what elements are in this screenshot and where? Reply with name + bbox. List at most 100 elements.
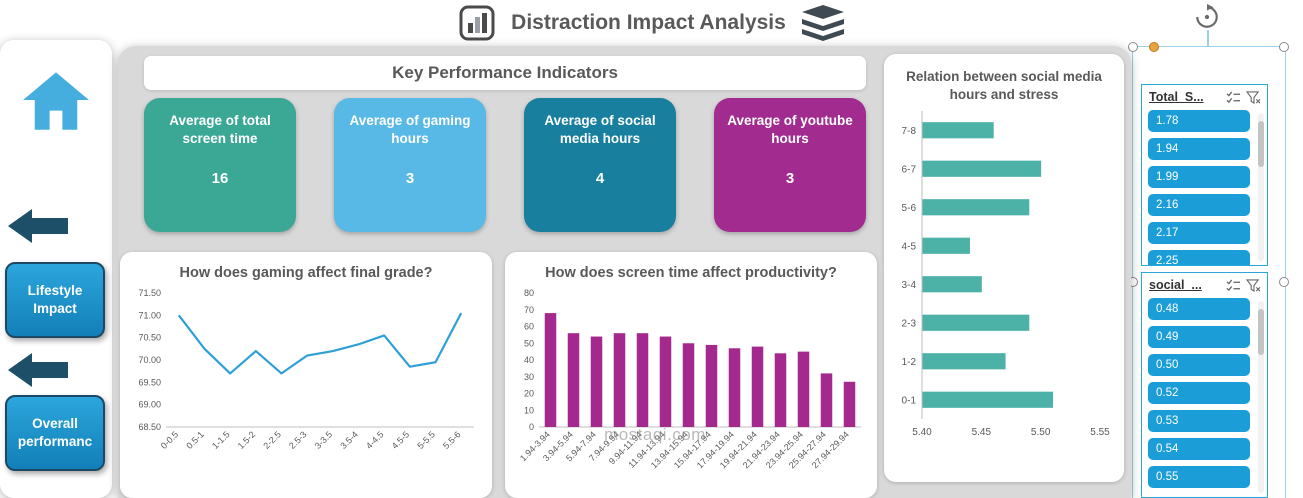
watermark: mostaqi.com (604, 425, 706, 444)
kpi-card-youtube-hours: Average of youtube hours 3 (714, 98, 866, 232)
kpi-value: 3 (785, 170, 795, 188)
back-arrow-icon[interactable] (8, 208, 68, 249)
slicer-item[interactable]: 0.49 (1148, 326, 1250, 348)
y-tick-label: 60 (524, 321, 534, 331)
x-tick-label: 4-4.5 (364, 429, 386, 451)
y-tick-label: 68.50 (138, 422, 161, 432)
x-tick-label: 1.5-2 (236, 429, 258, 451)
y-category-label: 2-3 (902, 318, 917, 329)
bar (922, 237, 970, 254)
selection-handle[interactable] (1279, 277, 1289, 287)
y-tick-label: 80 (524, 288, 534, 298)
bar (797, 351, 810, 427)
adjust-handle[interactable] (1149, 42, 1159, 52)
kpi-card-gaming-hours: Average of gaming hours 3 (334, 98, 486, 232)
x-tick-label: 5.45 (972, 427, 992, 438)
dashboard-panel: Key Performance Indicators Average of to… (118, 46, 1131, 498)
slicer-item[interactable]: 0.54 (1148, 438, 1250, 460)
selection-handle[interactable] (1279, 42, 1289, 52)
selection-stem (1207, 30, 1209, 46)
bar (922, 353, 1006, 370)
y-tick-label: 71.50 (138, 288, 161, 298)
kpi-label: Average of total screen time (169, 113, 271, 147)
slicer-item[interactable]: 0.53 (1148, 410, 1250, 432)
slicer-item[interactable]: 2.25 (1148, 250, 1250, 265)
slicer-scrollbar-thumb[interactable] (1258, 309, 1264, 355)
slicer-item[interactable]: 1.78 (1148, 110, 1250, 132)
slicer-item[interactable]: 0.55 (1148, 466, 1250, 488)
kpi-row: Average of total screen time 16 Average … (144, 98, 866, 232)
kpi-section-title: Key Performance Indicators (144, 56, 866, 90)
home-icon[interactable] (22, 70, 90, 137)
y-tick-label: 50 (524, 338, 534, 348)
multi-select-icon[interactable] (1226, 91, 1241, 104)
slicer-item[interactable]: 2.16 (1148, 194, 1250, 216)
slicer-total-screen-time: Total_S... 1.78 1.94 1.99 2.16 2.17 2.25 (1141, 84, 1268, 266)
bar (774, 353, 787, 427)
y-tick-label: 70.50 (138, 333, 161, 343)
kpi-card-social-media-hours: Average of social media hours 4 (524, 98, 676, 232)
bar (590, 336, 603, 427)
y-tick-label: 30 (524, 372, 534, 382)
y-tick-label: 10 (524, 405, 534, 415)
overall-performance-button[interactable]: Overall performanc (5, 395, 105, 471)
slicer-item[interactable]: 1.99 (1148, 166, 1250, 188)
slicer-scrollbar-thumb[interactable] (1258, 121, 1264, 167)
x-tick-label: 3-3.5 (313, 429, 335, 451)
slicer-social-media: social_... 0.48 0.49 0.50 0.52 0.53 0.54 0.55 (1141, 272, 1268, 498)
bar (728, 348, 741, 427)
y-tick-label: 69.00 (138, 400, 161, 410)
back-arrow-icon[interactable] (8, 352, 68, 393)
y-tick-label: 69.50 (138, 377, 161, 387)
layers-icon (801, 5, 844, 41)
kpi-value: 3 (405, 170, 415, 188)
bar (613, 333, 626, 427)
y-category-label: 3-4 (902, 280, 917, 291)
y-tick-label: 20 (524, 388, 534, 398)
slicer-title: social_... (1149, 278, 1202, 292)
slicer-item[interactable]: 0.48 (1148, 298, 1250, 320)
bar (567, 333, 580, 427)
clear-filter-icon[interactable] (1246, 278, 1261, 292)
kpi-card-total-screen-time: Average of total screen time 16 (144, 98, 296, 232)
screen-time-productivity-chart-card: How does screen time affect productivity… (505, 252, 877, 498)
clear-filter-icon[interactable] (1246, 90, 1261, 104)
bar (843, 381, 856, 427)
line-series (177, 312, 463, 375)
y-category-label: 7-8 (902, 126, 917, 137)
slicer-item-list: 1.78 1.94 1.99 2.16 2.17 2.25 (1142, 107, 1267, 265)
selection-handle[interactable] (1128, 42, 1138, 52)
y-tick-label: 71.00 (138, 310, 161, 320)
kpi-value: 4 (595, 170, 605, 188)
kpi-label: Average of social media hours (544, 113, 656, 147)
stress-barh-chart: 7-8 6-7 5-6 4-5 3-4 2-3 1-2 0-1 5.40 5.45 5.50 5.55 (902, 111, 1110, 438)
kpi-label: Average of gaming hours (349, 113, 471, 147)
lifestyle-impact-button[interactable]: Lifestyle Impact (5, 262, 105, 338)
y-category-label: 0-1 (902, 395, 917, 406)
bar (820, 373, 833, 427)
slicer-item-list: 0.48 0.49 0.50 0.52 0.53 0.54 0.55 (1142, 295, 1267, 488)
bar (544, 312, 557, 427)
slicer-item[interactable]: 0.50 (1148, 354, 1250, 376)
slicer-header: Total_S... (1142, 85, 1267, 107)
slicer-item[interactable]: 0.52 (1148, 382, 1250, 404)
slicer-scrollbar-track[interactable] (1258, 113, 1264, 261)
bar (922, 391, 1054, 408)
y-tick-label: 70 (524, 305, 534, 315)
slicer-scrollbar-track[interactable] (1258, 301, 1264, 493)
bar-chart-icon (459, 5, 495, 41)
x-tick-label: 0.5-1 (184, 429, 206, 451)
x-tick-label: 1-1.5 (210, 429, 232, 451)
bar (636, 333, 649, 427)
bar (922, 276, 982, 293)
slicer-item[interactable]: 2.17 (1148, 222, 1250, 244)
social-media-stress-chart-card: Relation between social media hours and … (884, 54, 1124, 482)
slicer-item[interactable]: 1.94 (1148, 138, 1250, 160)
multi-select-icon[interactable] (1226, 279, 1241, 292)
sidebar: Lifestyle Impact Overall performanc (0, 40, 112, 498)
x-tick-label: 3.5-4 (338, 429, 360, 451)
bar (751, 346, 764, 427)
rotate-icon[interactable] (1194, 4, 1220, 35)
y-tick-label: 0 (529, 422, 534, 432)
